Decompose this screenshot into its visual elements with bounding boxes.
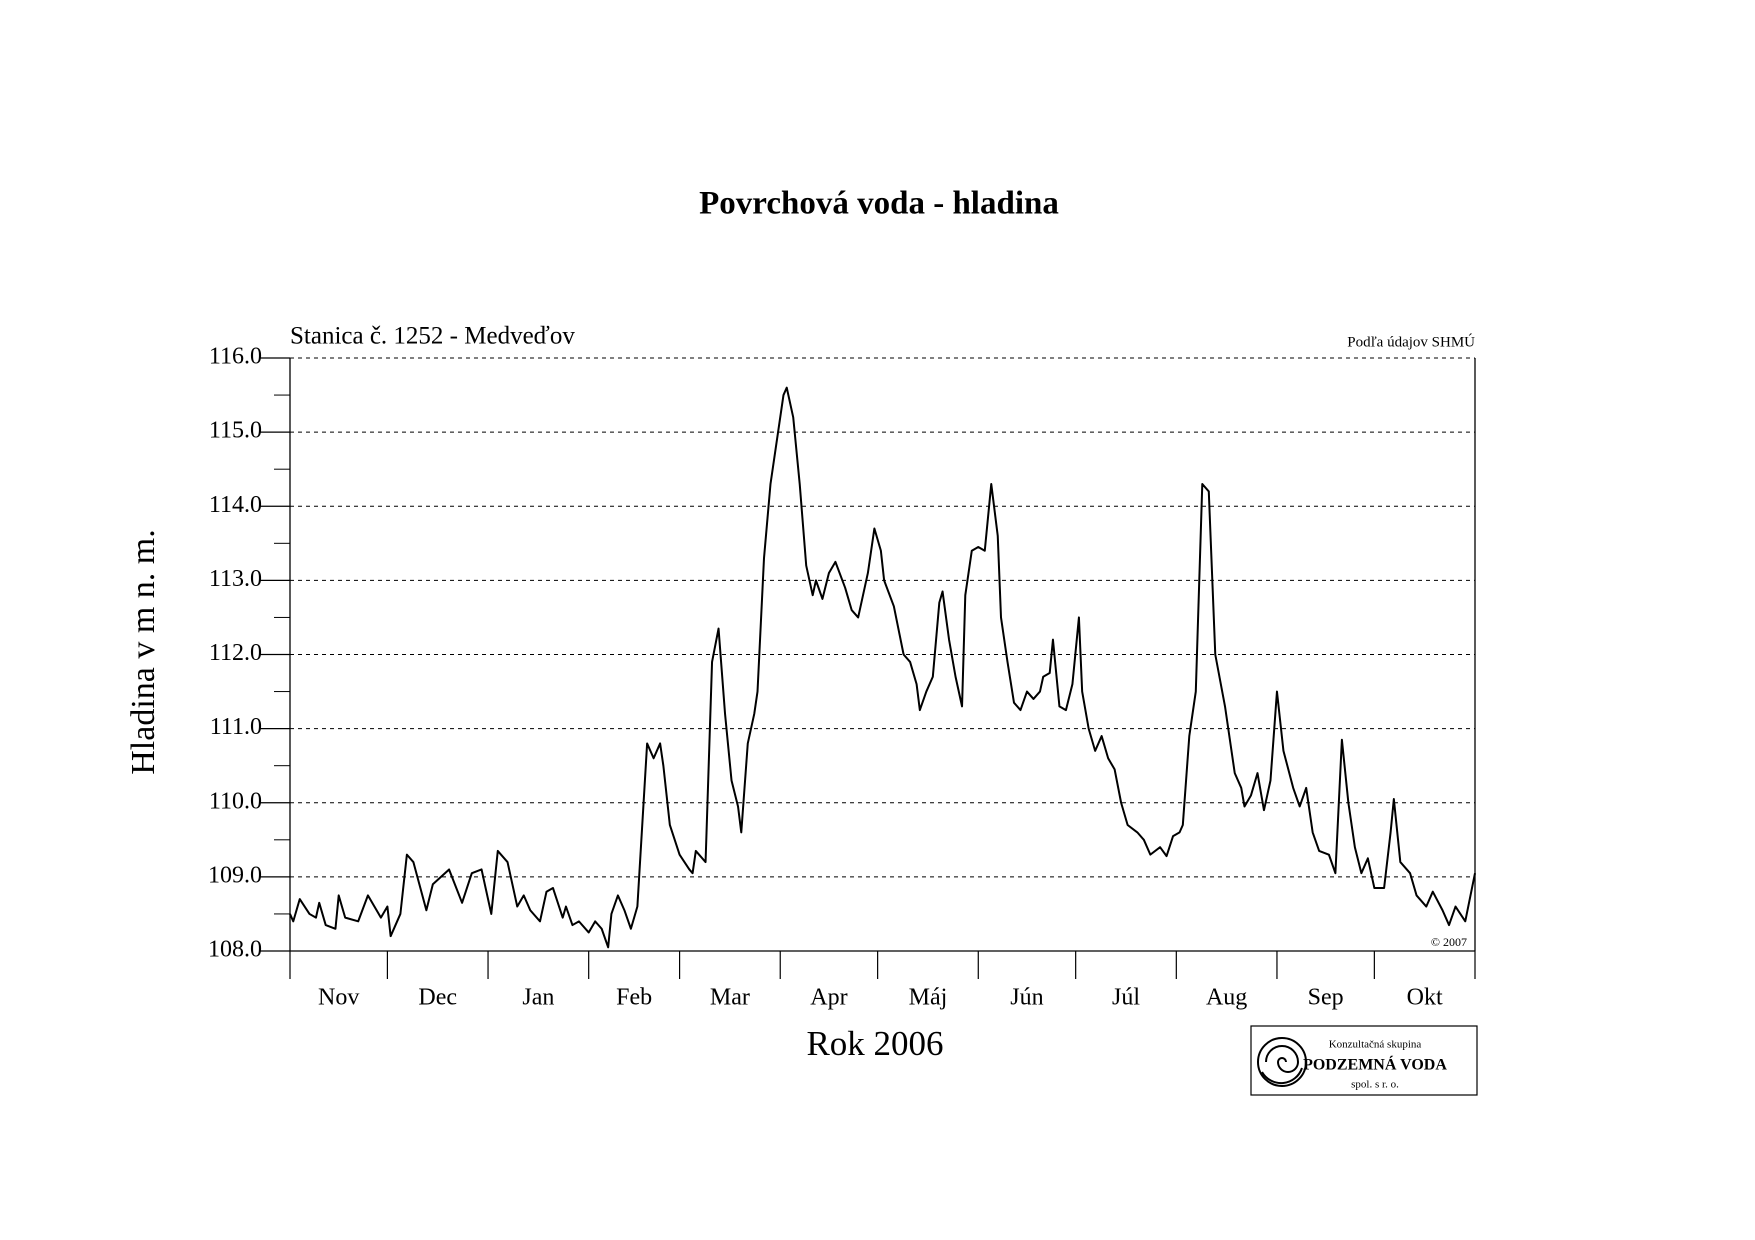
- x-tick-label: Nov: [318, 985, 359, 1011]
- y-axis-label: Hladina v m n. m.: [125, 529, 162, 775]
- logo: Konzultačná skupina PODZEMNÁ VODA spol. …: [1250, 1025, 1478, 1096]
- y-tick-label: 111.0: [210, 714, 262, 740]
- chart-subtitle: Stanica č. 1252 - Medveďov: [290, 323, 575, 350]
- x-tick-label: Dec: [418, 985, 457, 1011]
- x-tick-label: Okt: [1407, 985, 1443, 1011]
- x-tick-label: Aug: [1206, 985, 1247, 1011]
- x-tick-label: Júl: [1112, 985, 1140, 1011]
- source-note: Podľa údajov SHMÚ: [1347, 333, 1475, 350]
- data-line: [289, 386, 1476, 949]
- x-tick-label: Máj: [909, 985, 948, 1011]
- x-tick-label: Apr: [810, 985, 847, 1011]
- y-tick-label: 116.0: [209, 344, 262, 370]
- y-tick-label: 109.0: [208, 862, 262, 888]
- logo-line: Konzultačná skupina: [1329, 1039, 1422, 1051]
- x-tick-label: Feb: [616, 985, 652, 1011]
- logo-line: PODZEMNÁ VODA: [1303, 1055, 1447, 1074]
- chart-title: Povrchová voda - hladina: [699, 186, 1059, 222]
- x-tick-label: Sep: [1308, 985, 1344, 1011]
- copyright: © 2007: [1431, 935, 1467, 949]
- x-tick-label: Jan: [522, 985, 554, 1011]
- y-tick-label: 114.0: [209, 492, 262, 518]
- x-axis-label: Rok 2006: [806, 1024, 943, 1063]
- logo-icon: [1257, 1037, 1307, 1087]
- y-tick-label: 112.0: [209, 640, 262, 666]
- y-tick-label: 113.0: [209, 566, 262, 592]
- y-tick-label: 115.0: [209, 418, 262, 444]
- x-tick-label: Jún: [1010, 985, 1043, 1011]
- y-tick-label: 108.0: [208, 937, 262, 963]
- logo-box: [1250, 1025, 1478, 1096]
- logo-line: spol. s r. o.: [1351, 1079, 1399, 1091]
- x-tick-label: Mar: [710, 985, 750, 1011]
- y-tick-label: 110.0: [209, 788, 262, 814]
